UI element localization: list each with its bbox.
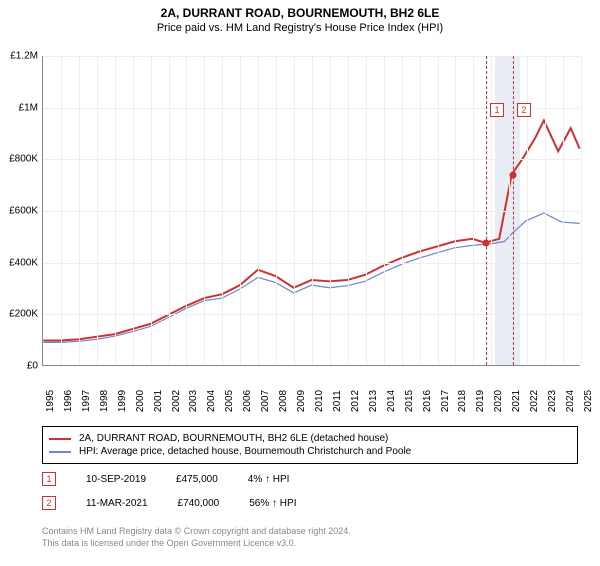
x-axis-label: 2010 (314, 390, 325, 412)
transaction-marker-icon: 2 (42, 496, 56, 510)
x-axis-label: 2025 (583, 390, 594, 412)
legend-swatch (49, 438, 71, 440)
x-axis-label: 2018 (457, 390, 468, 412)
chart-container: 2A, DURRANT ROAD, BOURNEMOUTH, BH2 6LE P… (0, 6, 600, 566)
transaction-date: 10-SEP-2019 (86, 474, 146, 485)
transaction-date: 11-MAR-2021 (86, 498, 148, 509)
x-axis-label: 2006 (242, 390, 253, 412)
chart-title: 2A, DURRANT ROAD, BOURNEMOUTH, BH2 6LE (0, 6, 600, 20)
y-axis-label: £200K (9, 309, 38, 320)
x-axis-label: 2003 (188, 390, 199, 412)
x-axis-label: 2001 (153, 390, 164, 412)
transaction-marker-icon: 1 (42, 472, 56, 486)
x-axis-label: 1999 (117, 390, 128, 412)
x-axis-label: 2016 (422, 390, 433, 412)
legend-item: 2A, DURRANT ROAD, BOURNEMOUTH, BH2 6LE (… (49, 433, 571, 444)
footnote-line: This data is licensed under the Open Gov… (42, 538, 351, 550)
marker-callout: 2 (517, 103, 531, 117)
x-axis-label: 1997 (81, 390, 92, 412)
legend-label: 2A, DURRANT ROAD, BOURNEMOUTH, BH2 6LE (… (79, 433, 388, 444)
x-axis-label: 2024 (565, 390, 576, 412)
footnote-line: Contains HM Land Registry data © Crown c… (42, 526, 351, 538)
chart-subtitle: Price paid vs. HM Land Registry's House … (0, 22, 600, 34)
x-axis-label: 2000 (135, 390, 146, 412)
x-axis-label: 2019 (475, 390, 486, 412)
y-axis-label: £1.2M (10, 51, 38, 62)
legend-label: HPI: Average price, detached house, Bour… (79, 446, 411, 457)
legend: 2A, DURRANT ROAD, BOURNEMOUTH, BH2 6LE (… (42, 426, 578, 464)
footnote: Contains HM Land Registry data © Crown c… (42, 526, 351, 549)
y-axis-label: £600K (9, 206, 38, 217)
x-axis-label: 2013 (368, 390, 379, 412)
transaction-price: £740,000 (178, 498, 220, 509)
x-axis-label: 2009 (296, 390, 307, 412)
x-axis-label: 2017 (440, 390, 451, 412)
y-axis-label: £1M (19, 102, 38, 113)
x-axis-label: 2022 (529, 390, 540, 412)
transaction-delta: 56% ↑ HPI (249, 498, 296, 509)
x-axis-label: 2023 (547, 390, 558, 412)
transaction-price: £475,000 (176, 474, 218, 485)
x-axis-label: 2002 (171, 390, 182, 412)
x-axis-label: 2007 (260, 390, 271, 412)
legend-swatch (49, 451, 71, 453)
marker-point (509, 171, 516, 178)
x-axis-label: 2012 (350, 390, 361, 412)
x-axis-label: 2004 (206, 390, 217, 412)
x-axis-label: 1996 (63, 390, 74, 412)
y-axis-label: £400K (9, 257, 38, 268)
transaction-delta: 4% ↑ HPI (248, 474, 290, 485)
x-axis-label: 1998 (99, 390, 110, 412)
x-axis-label: 2008 (278, 390, 289, 412)
transaction-row: 2 11-MAR-2021 £740,000 56% ↑ HPI (42, 496, 578, 510)
x-axis-label: 2011 (332, 390, 343, 412)
legend-item: HPI: Average price, detached house, Bour… (49, 446, 571, 457)
marker-line (513, 56, 514, 365)
x-axis-label: 2015 (404, 390, 415, 412)
x-axis-label: 1995 (45, 390, 56, 412)
plot-area: 12 (42, 56, 580, 366)
marker-point (482, 240, 489, 247)
marker-callout: 1 (490, 103, 504, 117)
marker-line (486, 56, 487, 365)
y-axis-label: £800K (9, 154, 38, 165)
x-axis-label: 2021 (511, 390, 522, 412)
x-axis-label: 2014 (386, 390, 397, 412)
x-axis-label: 2020 (493, 390, 504, 412)
x-axis-label: 2005 (224, 390, 235, 412)
transaction-row: 1 10-SEP-2019 £475,000 4% ↑ HPI (42, 472, 578, 486)
y-axis-label: £0 (27, 361, 38, 372)
